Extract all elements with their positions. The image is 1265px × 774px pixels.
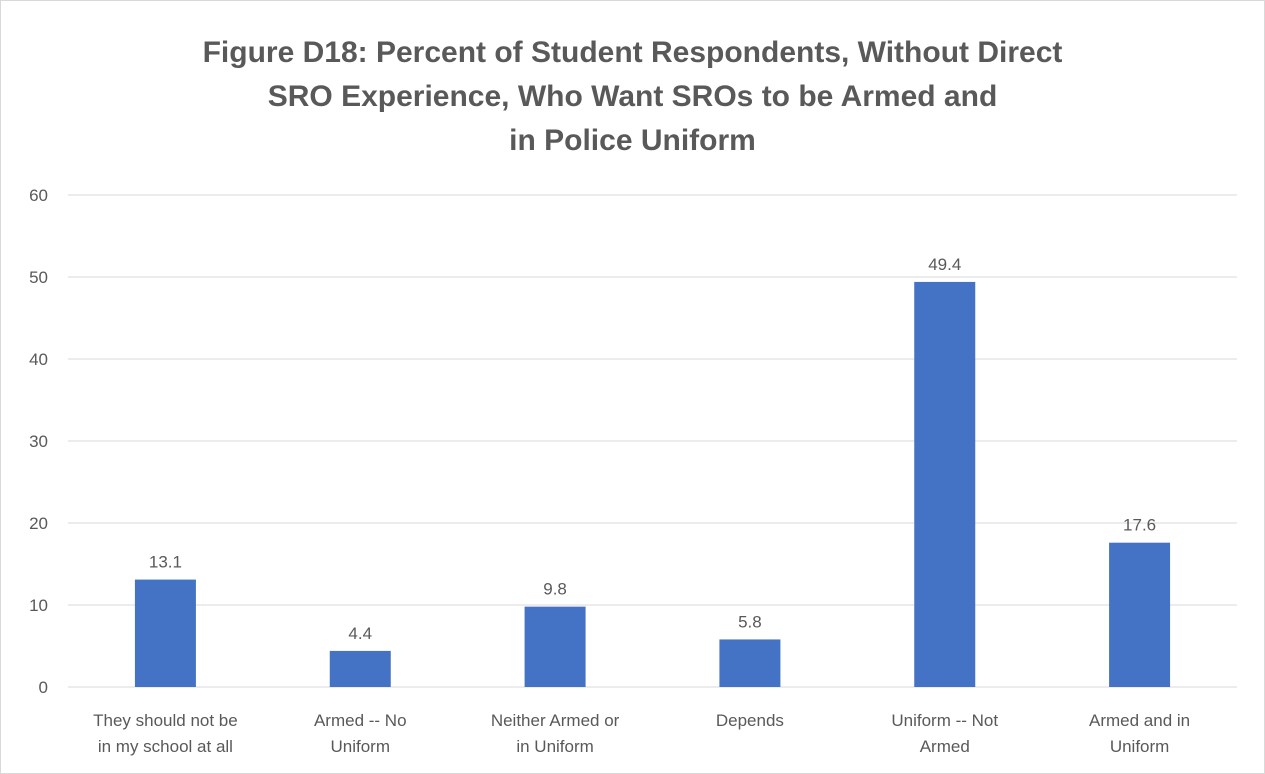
y-tick-label: 40 <box>29 350 48 369</box>
bar <box>719 639 781 687</box>
data-label: 17.6 <box>1123 516 1156 535</box>
x-tick-label: They should not be <box>93 711 238 730</box>
x-tick-label: in Uniform <box>516 737 593 756</box>
chart-title-line-3: in Police Uniform <box>509 124 756 157</box>
x-tick-label: Uniform <box>1110 737 1170 756</box>
chart-title-line-1: Figure D18: Percent of Student Responden… <box>202 36 1063 69</box>
x-tick-label: in my school at all <box>98 737 233 756</box>
chart-title: Figure D18: Percent of Student Responden… <box>41 31 1224 163</box>
data-label: 13.1 <box>149 553 182 572</box>
x-tick-label: Armed <box>920 737 970 756</box>
x-tick-label: Uniform <box>330 737 390 756</box>
y-tick-label: 20 <box>29 514 48 533</box>
bar <box>1109 542 1171 687</box>
data-label: 9.8 <box>543 580 567 599</box>
y-tick-label: 0 <box>39 678 48 697</box>
y-tick-label: 30 <box>29 432 48 451</box>
y-tick-label: 60 <box>29 186 48 205</box>
x-tick-label: Uniform -- Not <box>891 711 998 730</box>
data-label: 5.8 <box>738 612 762 631</box>
x-tick-label: Armed -- No <box>314 711 407 730</box>
bar <box>914 281 976 687</box>
y-tick-label: 10 <box>29 596 48 615</box>
x-tick-label: Armed and in <box>1089 711 1190 730</box>
bar <box>134 579 196 687</box>
y-tick-label: 50 <box>29 268 48 287</box>
bar <box>524 606 586 687</box>
x-tick-label: Neither Armed or <box>491 711 620 730</box>
x-tick-label: Depends <box>716 711 784 730</box>
data-label: 49.4 <box>928 255 961 274</box>
chart-title-line-2: SRO Experience, Who Want SROs to be Arme… <box>267 80 998 113</box>
data-label: 4.4 <box>348 624 372 643</box>
bar <box>329 650 391 687</box>
